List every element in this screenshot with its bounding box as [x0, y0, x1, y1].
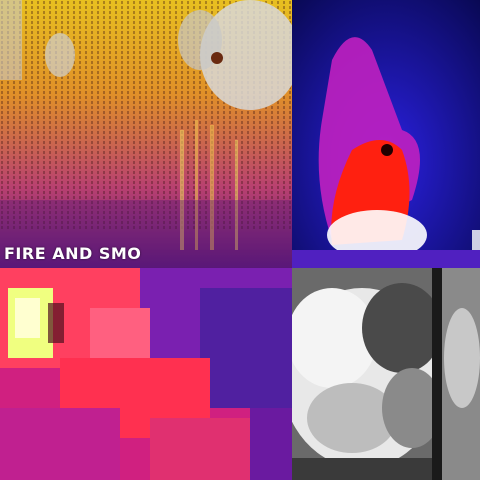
smoke-cloud-panel [292, 268, 480, 480]
caption-text: FIRE AND SMO [4, 244, 142, 263]
pixelated-thermal-image [0, 268, 292, 480]
thermal-wall-panel: FIRE AND SMO [0, 0, 292, 268]
thermal-wall-image [0, 0, 292, 268]
thermal-fire-panel [292, 0, 480, 268]
pixelated-thermal-panel [0, 268, 292, 480]
thermal-fire-image [292, 0, 480, 268]
smoke-cloud-image [292, 268, 480, 480]
